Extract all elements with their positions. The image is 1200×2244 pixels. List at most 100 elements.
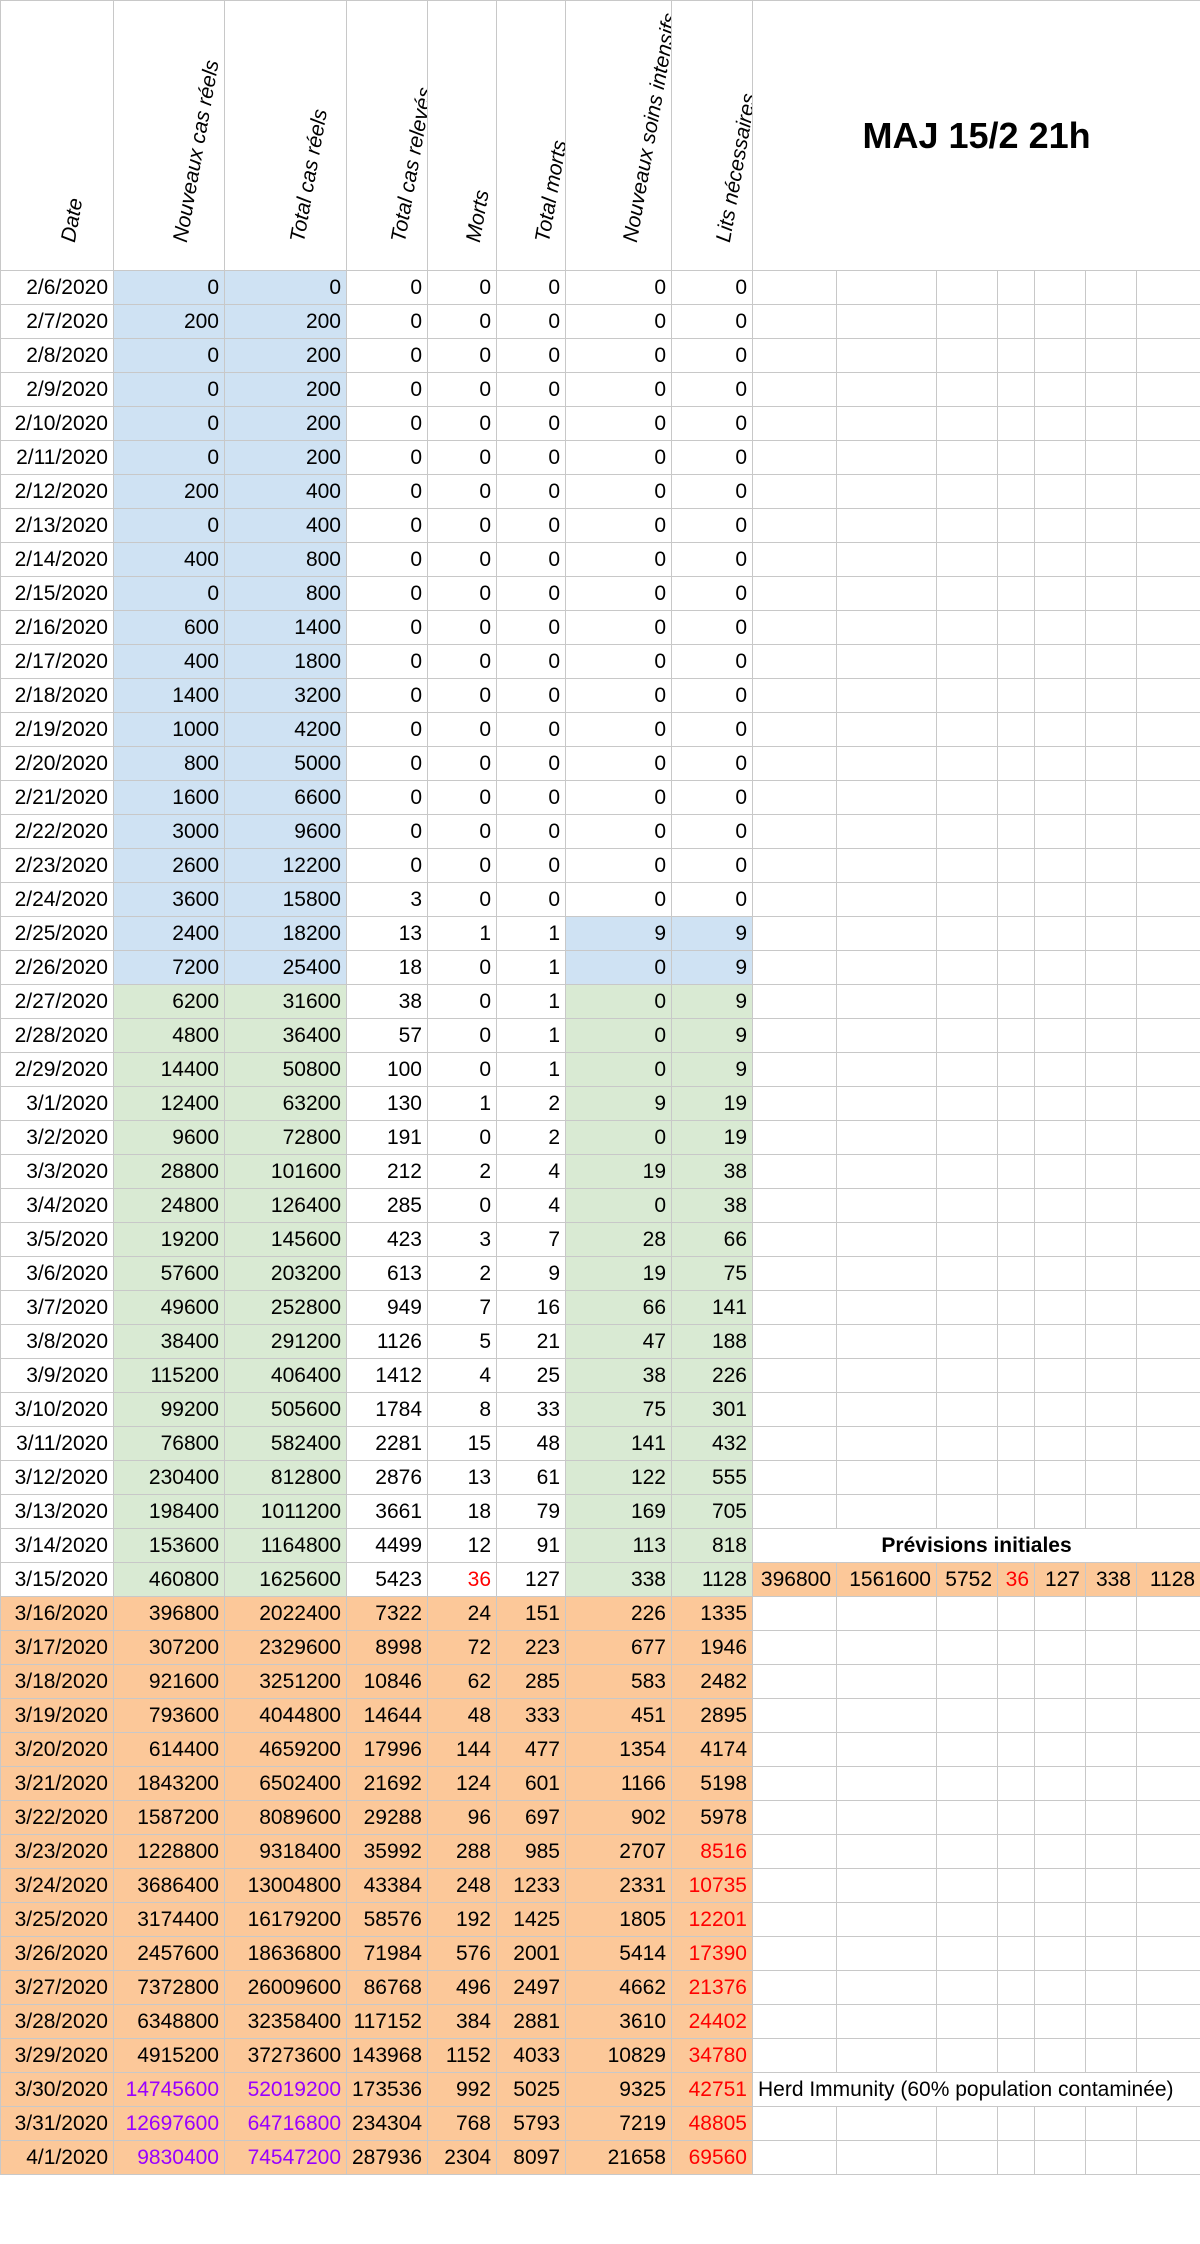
- empty-cell[interactable]: [1034, 1018, 1086, 1053]
- cell-date[interactable]: 2/24/2020: [0, 882, 114, 917]
- cell-total-cas[interactable]: 31600: [224, 984, 347, 1019]
- cell-soins-intensifs[interactable]: 9: [565, 1086, 672, 1121]
- cell-morts[interactable]: 0: [427, 984, 497, 1019]
- empty-cell[interactable]: [1085, 712, 1137, 747]
- empty-cell[interactable]: [1135, 1732, 1200, 1767]
- cell-morts[interactable]: 0: [427, 644, 497, 679]
- cell-nouveaux-cas[interactable]: 400: [113, 644, 225, 679]
- cell-soins-intensifs[interactable]: 0: [565, 474, 672, 509]
- cell-date[interactable]: 2/14/2020: [0, 542, 114, 577]
- header-morts[interactable]: Morts: [427, 0, 497, 271]
- cell-soins-intensifs[interactable]: 0: [565, 1018, 672, 1053]
- cell-lits[interactable]: 34780: [671, 2038, 753, 2073]
- empty-cell[interactable]: [1085, 1324, 1137, 1359]
- cell-morts[interactable]: 8: [427, 1392, 497, 1427]
- cell-total-cas[interactable]: 32358400: [224, 2004, 347, 2039]
- cell-total-morts[interactable]: 0: [496, 474, 566, 509]
- cell-lits[interactable]: 5978: [671, 1800, 753, 1835]
- cell-total-morts[interactable]: 0: [496, 542, 566, 577]
- cell-total-releves[interactable]: 949: [346, 1290, 428, 1325]
- empty-cell[interactable]: [936, 1698, 998, 1733]
- cell-total-releves[interactable]: 0: [346, 338, 428, 373]
- empty-cell[interactable]: [1034, 1800, 1086, 1835]
- empty-cell[interactable]: [1034, 814, 1086, 849]
- empty-cell[interactable]: [997, 1460, 1035, 1495]
- empty-cell[interactable]: [997, 712, 1035, 747]
- cell-total-morts[interactable]: 285: [496, 1664, 566, 1699]
- empty-cell[interactable]: [997, 1834, 1035, 1869]
- empty-cell[interactable]: [1135, 1154, 1200, 1189]
- cell-soins-intensifs[interactable]: 38: [565, 1358, 672, 1393]
- cell-lits[interactable]: 1128: [671, 1562, 753, 1597]
- cell-total-morts[interactable]: 0: [496, 848, 566, 883]
- cell-date[interactable]: 2/28/2020: [0, 1018, 114, 1053]
- cell-total-cas[interactable]: 800: [224, 576, 347, 611]
- empty-cell[interactable]: [836, 1902, 937, 1937]
- empty-cell[interactable]: [1034, 746, 1086, 781]
- cell-total-cas[interactable]: 18636800: [224, 1936, 347, 1971]
- empty-cell[interactable]: [936, 1800, 998, 1835]
- empty-cell[interactable]: [752, 1256, 837, 1291]
- empty-cell[interactable]: [997, 780, 1035, 815]
- empty-cell[interactable]: [1034, 1834, 1086, 1869]
- empty-cell[interactable]: [1034, 1970, 1086, 2005]
- empty-cell[interactable]: [936, 950, 998, 985]
- cell-soins-intensifs[interactable]: 0: [565, 712, 672, 747]
- cell-soins-intensifs[interactable]: 0: [565, 644, 672, 679]
- cell-total-morts[interactable]: 48: [496, 1426, 566, 1461]
- empty-cell[interactable]: [1085, 338, 1137, 373]
- cell-total-cas[interactable]: 0: [224, 270, 347, 305]
- cell-soins-intensifs[interactable]: 1354: [565, 1732, 672, 1767]
- empty-cell[interactable]: [1085, 1358, 1137, 1393]
- cell-nouveaux-cas[interactable]: 800: [113, 746, 225, 781]
- empty-cell[interactable]: [752, 1494, 837, 1529]
- empty-cell[interactable]: [836, 1732, 937, 1767]
- empty-cell[interactable]: [752, 440, 837, 475]
- cell-total-cas[interactable]: 126400: [224, 1188, 347, 1223]
- cell-total-cas[interactable]: 52019200: [224, 2072, 347, 2107]
- empty-cell[interactable]: [1034, 1052, 1086, 1087]
- cell-total-releves[interactable]: 0: [346, 270, 428, 305]
- cell-total-cas[interactable]: 2022400: [224, 1596, 347, 1631]
- cell-soins-intensifs[interactable]: 9325: [565, 2072, 672, 2107]
- cell-nouveaux-cas[interactable]: 307200: [113, 1630, 225, 1665]
- empty-cell[interactable]: [1135, 1494, 1200, 1529]
- empty-cell[interactable]: [1085, 950, 1137, 985]
- empty-cell[interactable]: [936, 814, 998, 849]
- empty-cell[interactable]: [936, 542, 998, 577]
- cell-total-cas[interactable]: 145600: [224, 1222, 347, 1257]
- cell-total-cas[interactable]: 26009600: [224, 1970, 347, 2005]
- cell-morts[interactable]: 1152: [427, 2038, 497, 2073]
- cell-date[interactable]: 2/18/2020: [0, 678, 114, 713]
- empty-cell[interactable]: [752, 474, 837, 509]
- cell-total-releves[interactable]: 191: [346, 1120, 428, 1155]
- cell-total-releves[interactable]: 100: [346, 1052, 428, 1087]
- cell-morts[interactable]: 72: [427, 1630, 497, 1665]
- empty-cell[interactable]: [936, 304, 998, 339]
- cell-morts[interactable]: 192: [427, 1902, 497, 1937]
- cell-lits[interactable]: 0: [671, 576, 753, 611]
- cell-total-releves[interactable]: 2281: [346, 1426, 428, 1461]
- cell-date[interactable]: 2/20/2020: [0, 746, 114, 781]
- empty-cell[interactable]: [1034, 1936, 1086, 1971]
- cell-total-cas[interactable]: 2329600: [224, 1630, 347, 1665]
- empty-cell[interactable]: [1135, 1086, 1200, 1121]
- empty-cell[interactable]: [1135, 1630, 1200, 1665]
- cell-lits[interactable]: 12201: [671, 1902, 753, 1937]
- empty-cell[interactable]: [997, 1630, 1035, 1665]
- empty-cell[interactable]: [752, 712, 837, 747]
- cell-soins-intensifs[interactable]: 0: [565, 576, 672, 611]
- cell-total-releves[interactable]: 287936: [346, 2140, 428, 2175]
- cell-total-releves[interactable]: 0: [346, 848, 428, 883]
- cell-nouveaux-cas[interactable]: 198400: [113, 1494, 225, 1529]
- empty-cell[interactable]: [936, 1324, 998, 1359]
- cell-total-cas[interactable]: 8089600: [224, 1800, 347, 1835]
- cell-nouveaux-cas[interactable]: 6200: [113, 984, 225, 1019]
- empty-cell[interactable]: [1085, 508, 1137, 543]
- empty-cell[interactable]: [936, 746, 998, 781]
- empty-cell[interactable]: [936, 270, 998, 305]
- cell-morts[interactable]: 0: [427, 814, 497, 849]
- cell-date[interactable]: 2/29/2020: [0, 1052, 114, 1087]
- empty-cell[interactable]: [836, 1936, 937, 1971]
- cell-nouveaux-cas[interactable]: 0: [113, 576, 225, 611]
